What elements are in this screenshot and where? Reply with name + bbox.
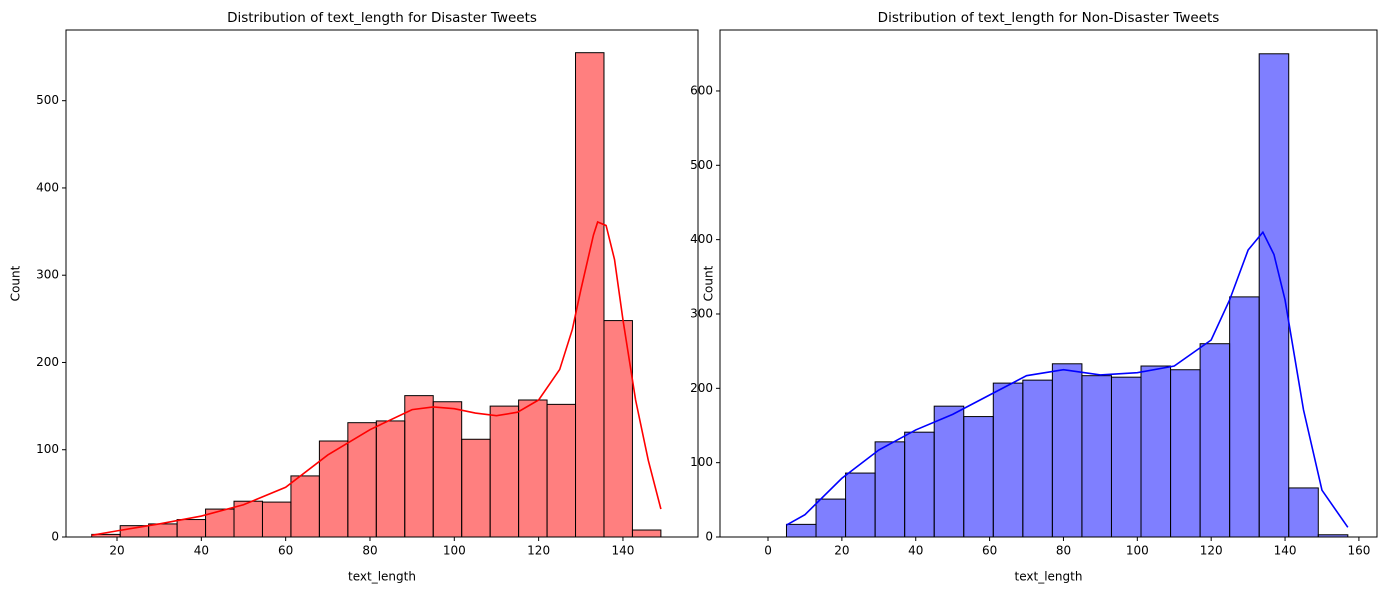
bar	[874, 441, 906, 538]
bar	[1199, 343, 1231, 538]
bar	[1051, 363, 1083, 538]
x-axis-label: text_length	[1015, 570, 1083, 584]
axes-frame	[719, 29, 1378, 538]
y-tick-label: 300	[690, 306, 713, 320]
bar	[1170, 369, 1201, 538]
bar	[404, 395, 434, 538]
x-tick-label: 20	[109, 544, 124, 558]
bar	[1022, 379, 1053, 538]
bar	[1288, 487, 1319, 538]
y-tick-label: 200	[690, 381, 713, 395]
chart-title: Distribution of text_length for Disaster…	[227, 10, 537, 26]
bar	[815, 498, 847, 538]
bar	[845, 472, 876, 538]
x-tick-label: 100	[443, 544, 466, 558]
x-tick-label: 60	[278, 544, 293, 558]
bar	[631, 529, 662, 538]
bar	[518, 399, 548, 538]
subplot: 0 20 40 60 80 100 120 140 160 0 100 200 300 400 500 600…	[690, 10, 1378, 584]
x-tick-label: 60	[982, 544, 997, 558]
x-tick-label: 80	[362, 544, 377, 558]
x-tick-label: 20	[834, 544, 849, 558]
bar	[261, 501, 292, 538]
bar	[992, 382, 1024, 538]
bar	[148, 523, 178, 538]
x-tick-label: 0	[764, 544, 772, 558]
bar	[432, 401, 463, 538]
chart-title: Distribution of text_length for Non-Disa…	[878, 10, 1220, 26]
bar	[785, 523, 817, 538]
bar	[375, 420, 406, 538]
x-tick-label: 140	[1274, 544, 1297, 558]
bar	[963, 416, 994, 538]
y-axis-label: Count	[9, 265, 23, 301]
bar	[1229, 296, 1260, 538]
bar	[904, 431, 935, 538]
bar	[1140, 365, 1172, 538]
y-axis-label: Count	[702, 265, 716, 301]
y-tick-label: 400	[36, 180, 59, 194]
y-tick-label: 300	[36, 268, 59, 282]
y-tick-label: 0	[705, 530, 713, 544]
x-tick-label: 140	[611, 544, 634, 558]
bar	[1081, 375, 1112, 538]
y-tick-label: 100	[690, 455, 713, 469]
kde-line	[91, 220, 662, 537]
bar	[176, 519, 207, 538]
bar	[546, 403, 577, 538]
y-tick-label: 500	[36, 93, 59, 107]
bar	[461, 438, 491, 538]
x-tick-label: 120	[1200, 544, 1223, 558]
bar	[489, 405, 520, 538]
bar	[318, 440, 349, 538]
y-tick-label: 0	[51, 530, 59, 544]
bar	[347, 422, 377, 538]
y-tick-label: 200	[36, 355, 59, 369]
kde-line	[786, 230, 1349, 528]
x-tick-label: 40	[908, 544, 923, 558]
bar	[933, 405, 965, 538]
x-tick-label: 100	[1126, 544, 1149, 558]
bar	[1110, 376, 1142, 538]
y-tick-label: 400	[690, 232, 713, 246]
y-tick-label: 100	[36, 442, 59, 456]
axes-frame	[65, 29, 699, 538]
x-tick-label: 80	[1056, 544, 1071, 558]
bar	[290, 475, 320, 538]
subplot: 20 40 60 80 100 120 140 0 100 200 300 400 500 Distrib…	[9, 10, 699, 584]
x-tick-label: 40	[194, 544, 209, 558]
x-tick-label: 120	[527, 544, 550, 558]
x-tick-label: 160	[1347, 544, 1370, 558]
y-tick-label: 500	[690, 158, 713, 172]
x-axis-label: text_length	[348, 570, 416, 584]
y-tick-label: 600	[690, 83, 713, 97]
